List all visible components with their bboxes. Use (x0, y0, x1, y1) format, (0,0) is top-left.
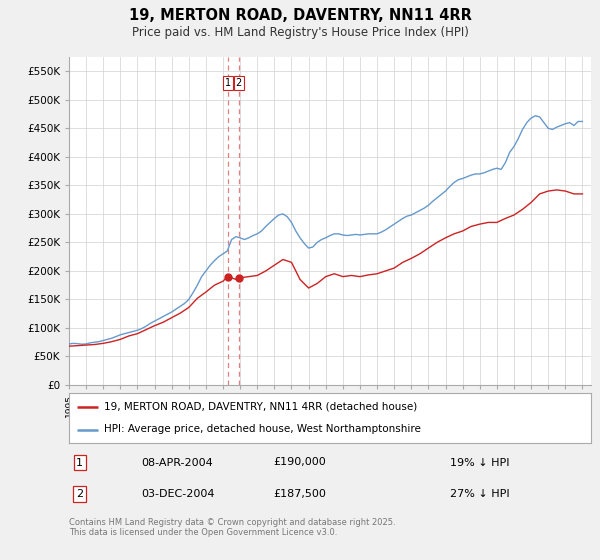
Text: 2: 2 (236, 78, 242, 88)
Text: 19% ↓ HPI: 19% ↓ HPI (450, 458, 509, 468)
Text: Price paid vs. HM Land Registry's House Price Index (HPI): Price paid vs. HM Land Registry's House … (131, 26, 469, 39)
Text: 19, MERTON ROAD, DAVENTRY, NN11 4RR: 19, MERTON ROAD, DAVENTRY, NN11 4RR (128, 8, 472, 23)
Text: 2: 2 (76, 489, 83, 499)
Text: 1: 1 (76, 458, 83, 468)
Text: 27% ↓ HPI: 27% ↓ HPI (450, 489, 509, 499)
Text: 1: 1 (224, 78, 231, 88)
Text: HPI: Average price, detached house, West Northamptonshire: HPI: Average price, detached house, West… (104, 424, 421, 435)
Text: £190,000: £190,000 (274, 458, 326, 468)
Text: £187,500: £187,500 (274, 489, 326, 499)
Text: 19, MERTON ROAD, DAVENTRY, NN11 4RR (detached house): 19, MERTON ROAD, DAVENTRY, NN11 4RR (det… (104, 402, 418, 412)
Text: 03-DEC-2004: 03-DEC-2004 (141, 489, 215, 499)
Text: 08-APR-2004: 08-APR-2004 (141, 458, 213, 468)
Text: Contains HM Land Registry data © Crown copyright and database right 2025.
This d: Contains HM Land Registry data © Crown c… (69, 518, 395, 538)
